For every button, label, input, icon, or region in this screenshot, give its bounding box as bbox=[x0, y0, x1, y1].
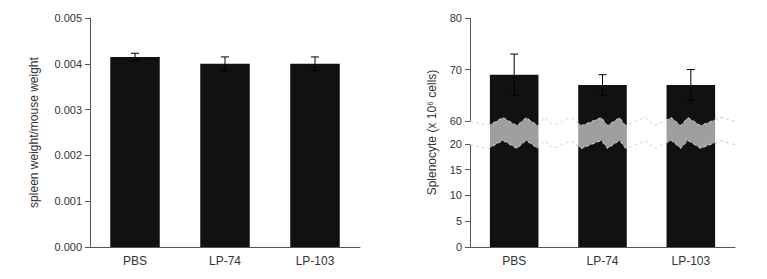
svg-text:80: 80 bbox=[450, 12, 462, 24]
svg-text:0: 0 bbox=[456, 241, 462, 253]
svg-text:5: 5 bbox=[456, 215, 462, 227]
svg-text:0.001: 0.001 bbox=[54, 195, 82, 207]
svg-text:10: 10 bbox=[450, 189, 462, 201]
svg-text:LP-103: LP-103 bbox=[296, 254, 335, 268]
svg-text:PBS: PBS bbox=[123, 254, 147, 268]
svg-text:spleen weight/mouse weight: spleen weight/mouse weight bbox=[27, 56, 41, 207]
svg-text:0.000: 0.000 bbox=[54, 241, 82, 253]
svg-text:PBS: PBS bbox=[502, 254, 526, 268]
svg-text:0.003: 0.003 bbox=[54, 104, 82, 116]
svg-text:70: 70 bbox=[450, 64, 462, 76]
svg-text:15: 15 bbox=[450, 164, 462, 176]
svg-text:0.002: 0.002 bbox=[54, 149, 82, 161]
svg-text:0.005: 0.005 bbox=[54, 12, 82, 24]
svg-text:LP-74: LP-74 bbox=[209, 254, 241, 268]
svg-text:0.004: 0.004 bbox=[54, 58, 82, 70]
svg-text:20: 20 bbox=[450, 138, 462, 150]
svg-text:60: 60 bbox=[450, 115, 462, 127]
svg-text:LP-103: LP-103 bbox=[671, 254, 710, 268]
svg-text:Splenocyte (x 10⁶ cells): Splenocyte (x 10⁶ cells) bbox=[425, 70, 439, 196]
svg-text:LP-74: LP-74 bbox=[586, 254, 618, 268]
